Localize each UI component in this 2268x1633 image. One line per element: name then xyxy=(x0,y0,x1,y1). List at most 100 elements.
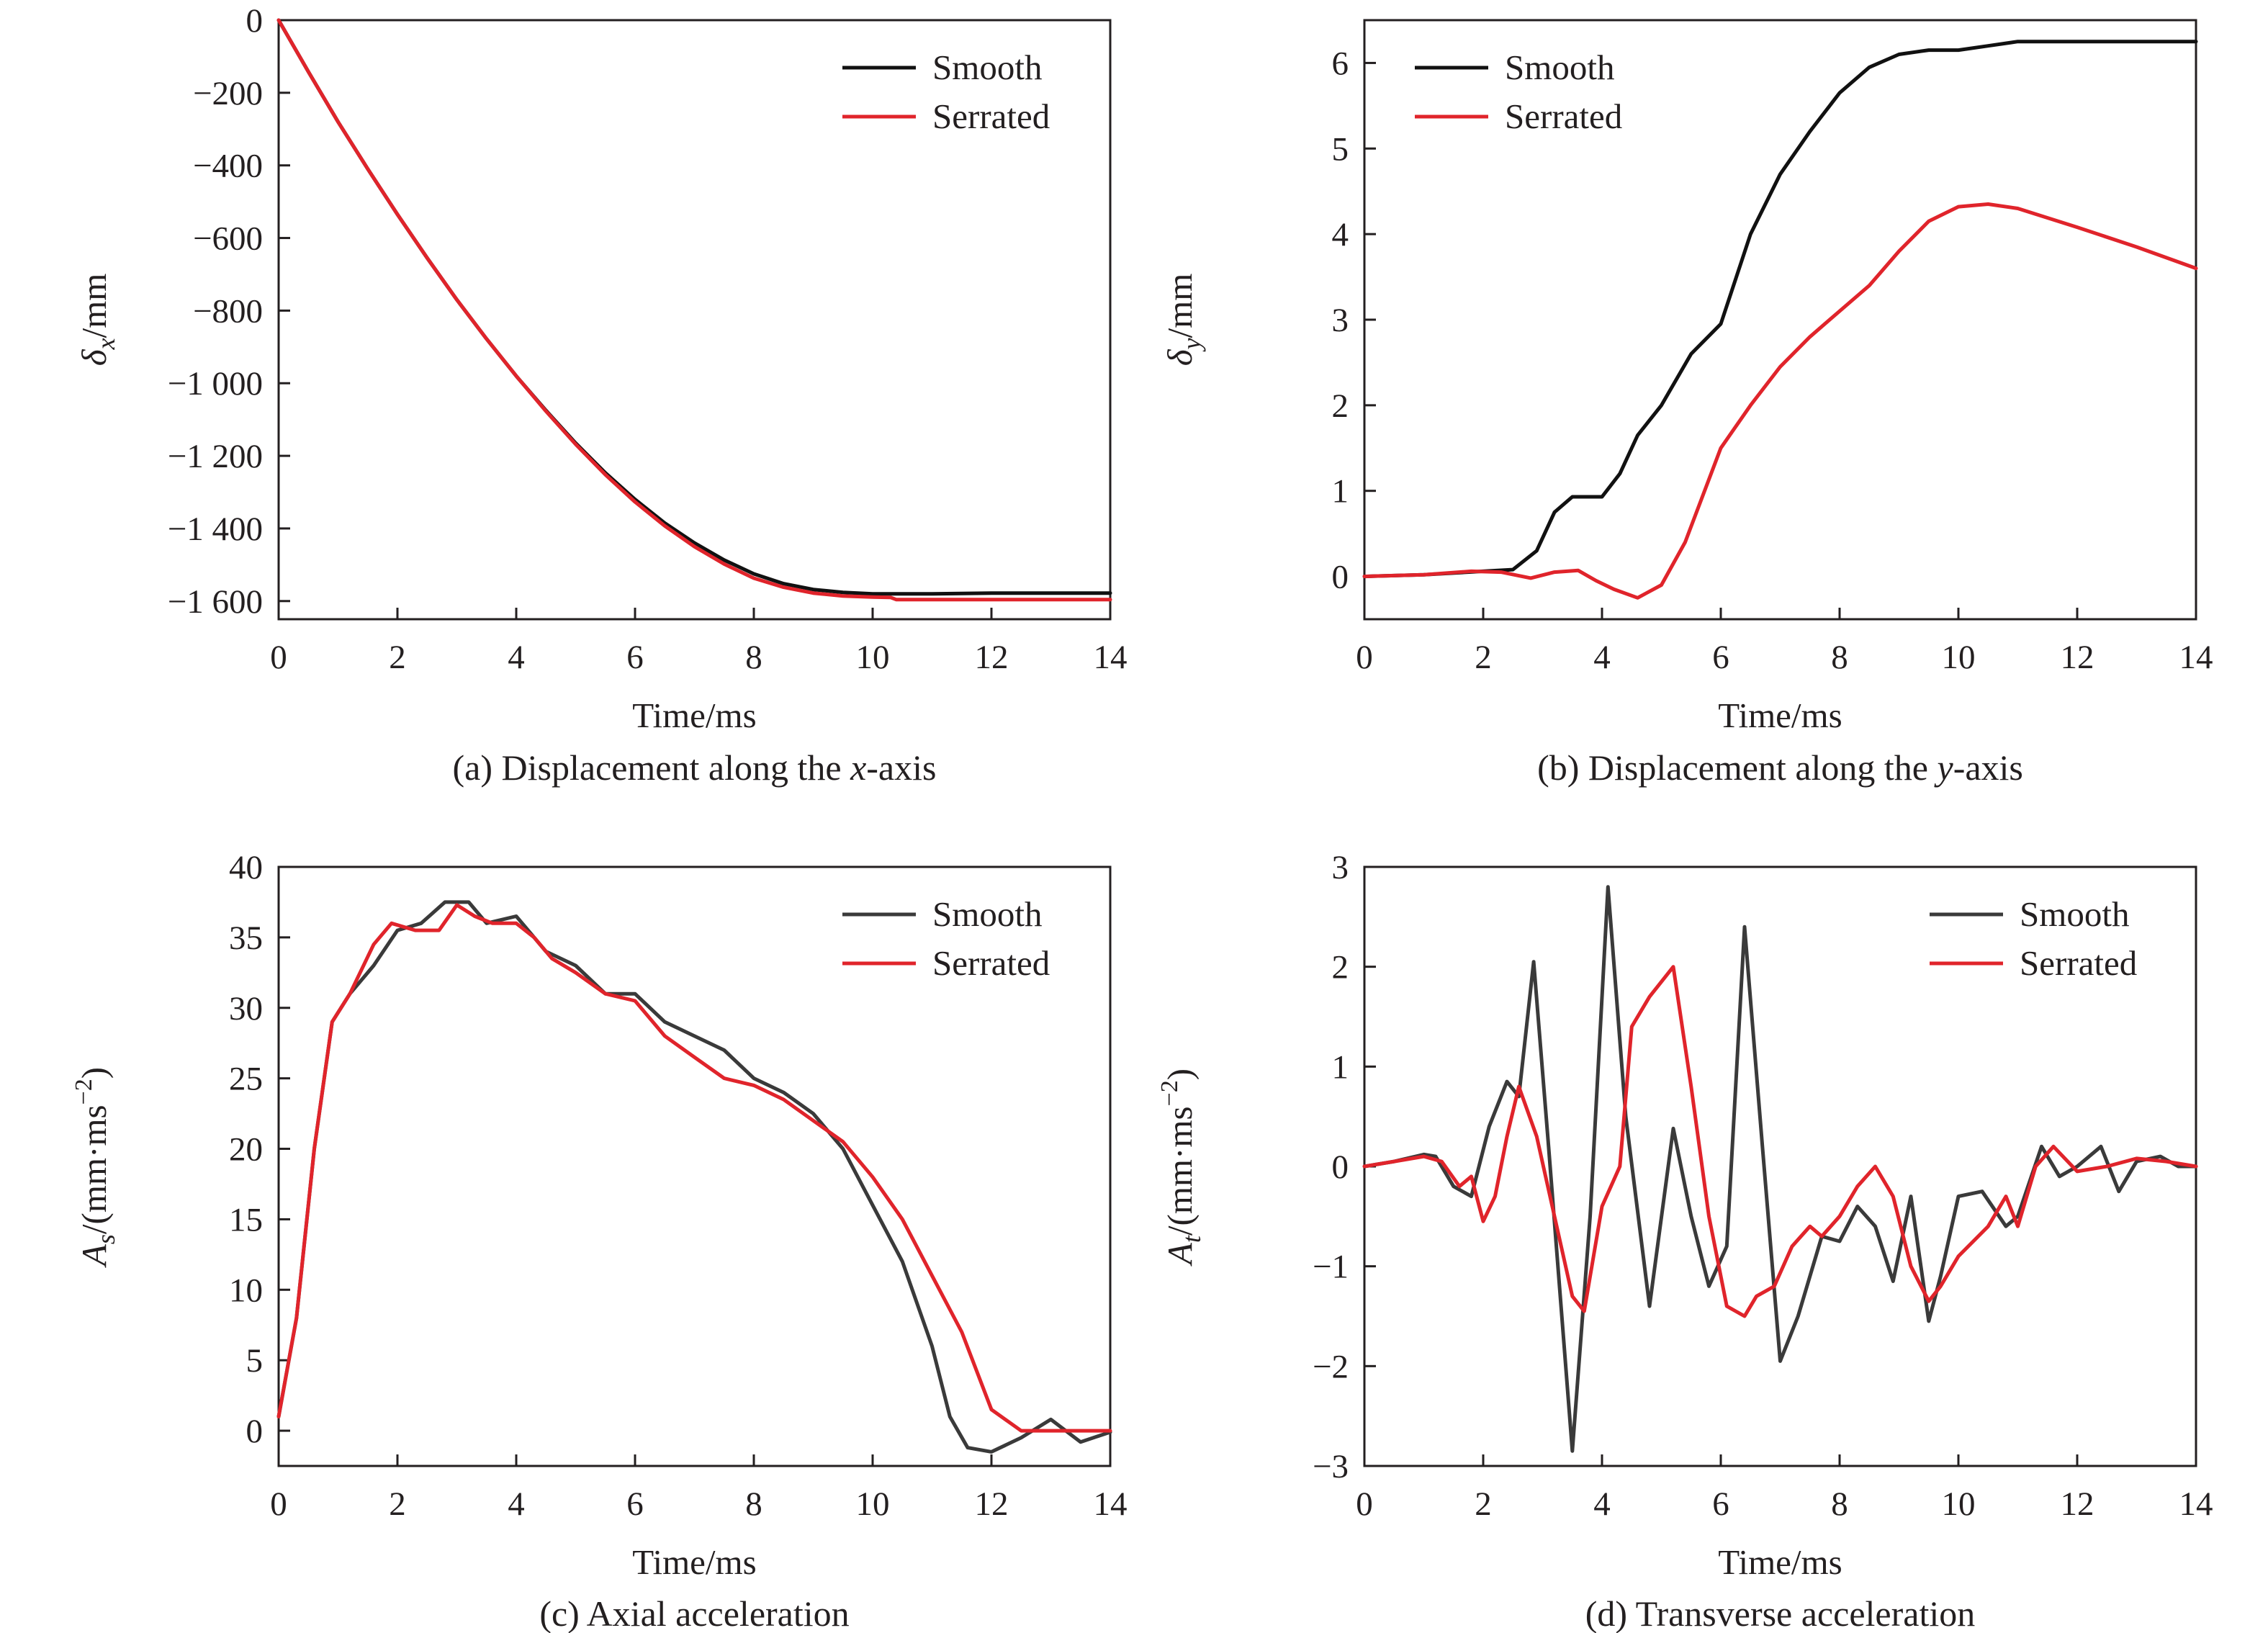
y-tick-label: 5 xyxy=(1332,130,1349,168)
series-line-serrated xyxy=(276,18,1112,602)
y-tick-label: −800 xyxy=(193,292,263,330)
chart-c: 0 2 4 6 8 10 12 14 0 5 10 15 20 25 30 35 40 Time/ms As/(mm… xyxy=(71,849,1128,1633)
y-axis-symbol: δ xyxy=(1160,348,1200,366)
y-axis-unit: /mm xyxy=(1160,274,1200,338)
y-axis-subscript: y xyxy=(1177,338,1206,352)
x-tick-label: 8 xyxy=(1831,639,1848,676)
y-axis-symbol: A xyxy=(1160,1242,1200,1267)
x-tick-label: 2 xyxy=(389,1485,406,1523)
x-axis-label: Time/ms xyxy=(632,696,756,735)
x-tick-label: 10 xyxy=(1942,1485,1976,1523)
x-tick-label: 4 xyxy=(508,1485,525,1523)
x-tick-label: 4 xyxy=(508,639,525,676)
y-tick-label: −1 000 xyxy=(168,365,263,402)
y-tick-label: 35 xyxy=(229,919,263,957)
x-tick-label: 12 xyxy=(975,1485,1009,1523)
y-tick-label: 1 xyxy=(1332,473,1349,510)
y-tick-label: 20 xyxy=(229,1131,263,1169)
x-tick-label: 14 xyxy=(2179,639,2213,676)
x-tick-label: 10 xyxy=(856,639,890,676)
x-tick-label: 6 xyxy=(626,639,644,676)
y-axis-symbol: δ xyxy=(74,348,114,366)
plot-frame xyxy=(277,19,1112,621)
y-axis-label: δy/mm xyxy=(1160,274,1206,366)
y-tick-label: −1 xyxy=(1313,1249,1349,1286)
legend-label-serrated: Serrated xyxy=(932,943,1050,983)
y-axis-subscript: x xyxy=(91,338,120,351)
y-tick-label: 4 xyxy=(1332,216,1349,253)
y-axis-superscript: −2 xyxy=(1156,1080,1183,1106)
x-tick-label: 0 xyxy=(1356,1485,1373,1523)
series-line-serrated xyxy=(276,903,1112,1433)
legend-label-serrated: Serrated xyxy=(1505,96,1622,136)
x-tick-label: 2 xyxy=(1475,1485,1492,1523)
y-tick-label: 5 xyxy=(246,1342,264,1380)
x-axis-label: Time/ms xyxy=(632,1542,756,1582)
x-tick-label: 2 xyxy=(389,639,406,676)
chart-a: 0 2 4 6 8 10 12 14 0 −200 −400 −600 −800 −1 000 −1 200… xyxy=(74,2,1128,788)
series-line-smooth xyxy=(1362,885,2198,1453)
series-line-smooth xyxy=(1362,40,2198,579)
x-tick-label: 8 xyxy=(1831,1485,1848,1523)
y-tick-label: 2 xyxy=(1332,387,1349,425)
y-axis-subscript: t xyxy=(1177,1235,1206,1243)
chart-caption: (b) Displacement along the y-axis xyxy=(1537,747,2023,788)
y-axis-unit-close: ) xyxy=(74,1067,114,1079)
x-tick-label: 12 xyxy=(975,639,1009,676)
legend-label-serrated: Serrated xyxy=(2020,943,2137,983)
chart-d: 0 2 4 6 8 10 12 14−3−2−10123Time/msAt/(mm·ms−2)… xyxy=(1156,849,2213,1633)
x-tick-label: 14 xyxy=(1094,639,1128,676)
x-axis-label: Time/ms xyxy=(1718,696,1842,735)
chart-caption: (a) Displacement along the x-axis xyxy=(453,747,937,788)
legend-label-serrated: Serrated xyxy=(932,96,1050,136)
y-axis-label: δx/mm xyxy=(74,274,120,366)
y-tick-label: 6 xyxy=(1332,45,1349,82)
chart-caption: (d) Transverse acceleration xyxy=(1585,1593,1975,1633)
y-tick-label: 15 xyxy=(229,1201,263,1238)
x-tick-label: 6 xyxy=(626,1485,644,1523)
y-tick-label: 40 xyxy=(229,849,263,886)
legend-label-smooth: Smooth xyxy=(1505,48,1614,87)
x-tick-label: 4 xyxy=(1593,1485,1611,1523)
x-tick-label: 14 xyxy=(2179,1485,2213,1523)
x-tick-label: 6 xyxy=(1712,639,1729,676)
y-axis-unit: /mm xyxy=(74,274,114,338)
plot-frame xyxy=(1363,19,2197,621)
series-line-serrated xyxy=(1362,202,2198,600)
x-tick-label: 0 xyxy=(270,1485,287,1523)
x-tick-label: 12 xyxy=(2061,1485,2094,1523)
x-tick-label: 8 xyxy=(745,639,762,676)
x-tick-label: 6 xyxy=(1712,1485,1729,1523)
x-tick-label: 12 xyxy=(2061,639,2094,676)
x-axis-label: Time/ms xyxy=(1718,1542,1842,1582)
y-tick-label: −200 xyxy=(193,75,263,112)
plot-frame xyxy=(277,865,1112,1467)
y-axis-unit: /(mm·ms xyxy=(1160,1106,1200,1236)
y-tick-label: 1 xyxy=(1332,1048,1349,1086)
y-tick-label: 0 xyxy=(246,2,264,40)
y-axis-unit-close: ) xyxy=(1160,1069,1200,1080)
y-tick-label: 25 xyxy=(229,1061,263,1098)
y-tick-label: 3 xyxy=(1332,302,1349,339)
x-tick-label: 4 xyxy=(1593,639,1611,676)
y-tick-label: 2 xyxy=(1332,949,1349,986)
y-tick-label: −2 xyxy=(1313,1348,1349,1385)
y-tick-label: 0 xyxy=(1332,1148,1349,1186)
y-tick-label: 30 xyxy=(229,990,263,1027)
y-tick-label: −3 xyxy=(1313,1448,1349,1485)
y-tick-label: −400 xyxy=(193,148,263,185)
legend-label-smooth: Smooth xyxy=(932,48,1042,87)
x-tick-label: 2 xyxy=(1475,639,1492,676)
x-tick-label: 0 xyxy=(1356,639,1373,676)
legend-label-smooth: Smooth xyxy=(2020,894,2129,934)
y-tick-label: −1 200 xyxy=(168,438,263,475)
y-axis-label: At/(mm·ms−2) xyxy=(1156,1069,1206,1267)
chart-b: 0 2 4 6 8 10 12 140123456Time/msδy/mmSmoothSerr… xyxy=(1160,19,2213,788)
series-line-smooth xyxy=(276,900,1112,1454)
y-tick-label: 10 xyxy=(229,1272,263,1309)
y-axis-subscript: s xyxy=(91,1234,120,1244)
x-tick-label: 10 xyxy=(1942,639,1976,676)
legend-label-smooth: Smooth xyxy=(932,894,1042,934)
y-tick-label: −1 600 xyxy=(168,583,263,621)
